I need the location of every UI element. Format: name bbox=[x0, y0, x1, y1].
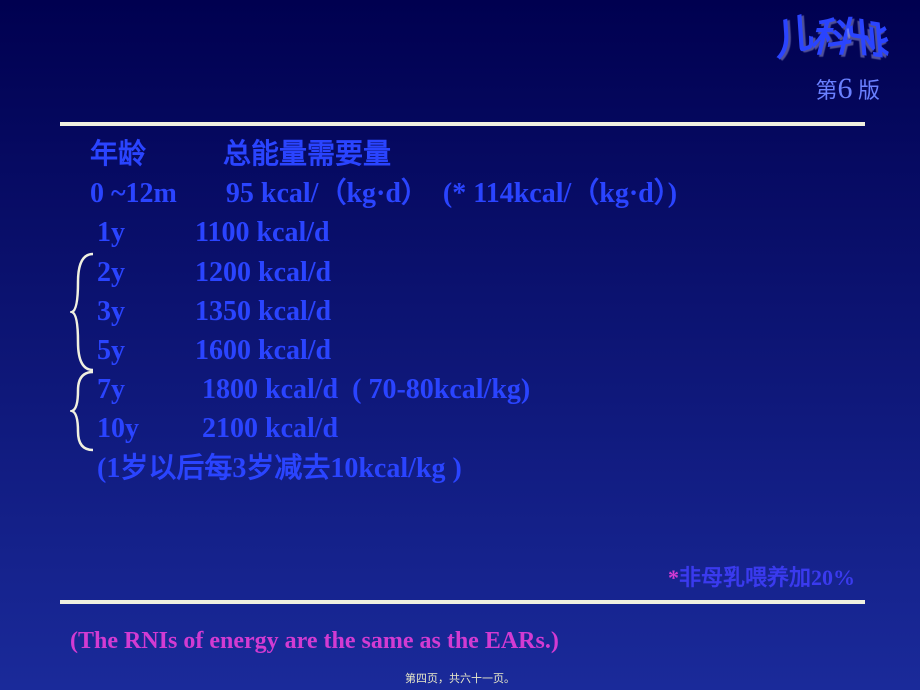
logo-char: 学 bbox=[839, 12, 900, 57]
edition-prefix: 第 bbox=[815, 78, 837, 103]
edition-number: 6 bbox=[837, 72, 852, 105]
table-header: 年龄 总能量需要量 bbox=[90, 135, 677, 174]
edition-label: 第6 版 bbox=[815, 72, 880, 106]
table-row: 3y 1350 kcal/d bbox=[90, 292, 677, 331]
table-row: 1y 1100 kcal/d bbox=[90, 213, 677, 252]
slide: 儿科学 第6 版 年龄 总能量需要量0 ~12m 95 kcal/（kg·d） … bbox=[0, 0, 920, 690]
edition-suffix: 版 bbox=[852, 78, 880, 103]
footnote-text: 非母乳喂养加20% bbox=[679, 565, 855, 590]
table-row: 2y 1200 kcal/d bbox=[90, 253, 677, 292]
page-number: 第四页，共六十一页。 bbox=[0, 670, 920, 686]
table-row: 10y 2100 kcal/d bbox=[90, 409, 677, 448]
table-row: 5y 1600 kcal/d bbox=[90, 331, 677, 370]
footnote-star: * bbox=[668, 565, 679, 590]
top-rule bbox=[60, 122, 865, 126]
footnote: *非母乳喂养加20% bbox=[668, 560, 855, 592]
brace-2 bbox=[70, 370, 96, 452]
table-note: (1岁以后每3岁减去10kcal/kg ) bbox=[90, 449, 677, 488]
bottom-note: (The RNIs of energy are the same as the … bbox=[70, 628, 559, 655]
textbook-logo: 儿科学 bbox=[770, 5, 890, 63]
energy-table: 年龄 总能量需要量0 ~12m 95 kcal/（kg·d） (* 114kca… bbox=[90, 135, 677, 488]
table-row: 0 ~12m 95 kcal/（kg·d） (* 114kcal/（kg·d）) bbox=[90, 174, 677, 213]
brace-1 bbox=[70, 252, 96, 372]
table-row: 7y 1800 kcal/d ( 70-80kcal/kg) bbox=[90, 370, 677, 409]
bottom-rule bbox=[60, 600, 865, 604]
